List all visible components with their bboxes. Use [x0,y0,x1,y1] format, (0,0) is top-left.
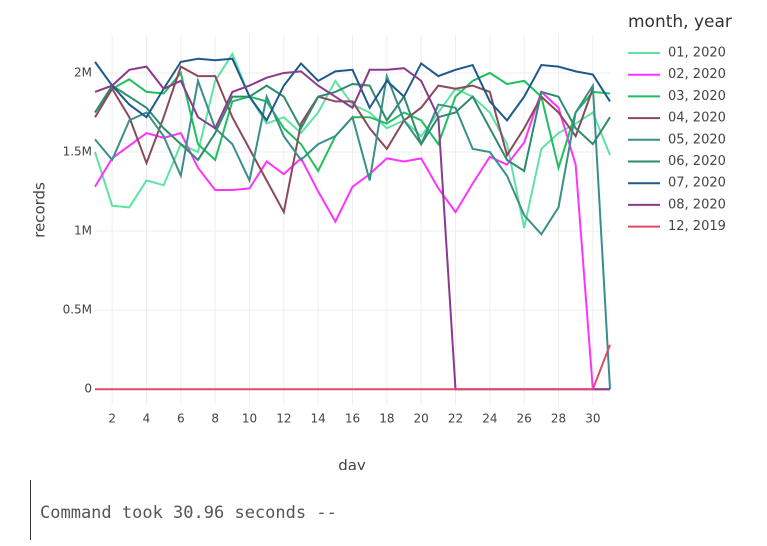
y-tick-label: 2M [74,65,92,79]
legend-label: 04, 2020 [668,111,726,126]
x-tick-label: 12 [276,412,291,426]
legend-label: 06, 2020 [668,154,726,169]
series-line [94,82,611,173]
x-tick-label: 30 [585,412,600,426]
x-tick-label: 24 [482,412,497,426]
legend-label: 02, 2020 [668,67,726,82]
legend-title: month, year [628,12,732,32]
cell-marker [30,480,31,540]
x-tick-label: 2 [108,412,116,426]
x-tick-label: 20 [414,412,429,426]
y-axis-label: records [31,182,49,238]
series-line [94,90,610,391]
command-output: Command took 30.96 seconds -- [40,503,337,523]
legend-label: 07, 2020 [668,176,726,191]
y-tick-label: 1.5M [63,145,92,159]
x-tick-label: 10 [242,412,257,426]
series-line [94,57,611,123]
y-tick-label: 0.5M [63,303,92,317]
legend-label: 05, 2020 [668,132,726,147]
x-tick-label: 8 [211,412,219,426]
legend-label: 01, 2020 [668,46,726,61]
series-line [95,344,611,391]
x-tick-label: 16 [345,412,360,426]
x-tick-label: 4 [143,412,151,426]
x-tick-label: 26 [517,412,532,426]
x-tick-label: 14 [311,412,326,426]
y-tick-label: 0 [84,382,92,396]
x-tick-label: 6 [177,412,185,426]
legend-label: 12, 2019 [668,219,726,234]
x-tick-label: 18 [379,412,394,426]
y-tick-label: 1M [74,224,92,238]
x-tick-label: 28 [551,412,566,426]
x-tick-label: 22 [448,412,463,426]
x-axis-label: day [338,457,366,471]
legend-label: 03, 2020 [668,89,726,104]
legend-label: 08, 2020 [668,197,726,212]
series-line [94,72,611,390]
